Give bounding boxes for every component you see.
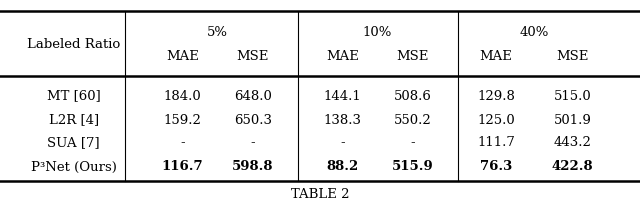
Text: -: - (410, 137, 415, 150)
Text: -: - (340, 137, 345, 150)
Text: 159.2: 159.2 (163, 114, 202, 127)
Text: 598.8: 598.8 (232, 160, 273, 173)
Text: 125.0: 125.0 (477, 114, 515, 127)
Text: 76.3: 76.3 (480, 160, 512, 173)
Text: 88.2: 88.2 (326, 160, 358, 173)
Text: -: - (250, 137, 255, 150)
Text: -: - (180, 137, 185, 150)
Text: 111.7: 111.7 (477, 137, 515, 150)
Text: 508.6: 508.6 (394, 90, 432, 102)
Text: 144.1: 144.1 (324, 90, 361, 102)
Text: 10%: 10% (363, 25, 392, 38)
Text: 515.9: 515.9 (392, 160, 434, 173)
Text: MSE: MSE (557, 49, 589, 62)
Text: 116.7: 116.7 (161, 160, 204, 173)
Text: 515.0: 515.0 (554, 90, 591, 102)
Text: 650.3: 650.3 (234, 114, 272, 127)
Text: 40%: 40% (520, 25, 549, 38)
Text: MAE: MAE (479, 49, 513, 62)
Text: MSE: MSE (237, 49, 269, 62)
Text: P³Net (Ours): P³Net (Ours) (31, 160, 116, 173)
Text: Labeled Ratio: Labeled Ratio (27, 38, 120, 51)
Text: 550.2: 550.2 (394, 114, 431, 127)
Text: 648.0: 648.0 (234, 90, 272, 102)
Text: L2R [4]: L2R [4] (49, 114, 99, 127)
Text: 129.8: 129.8 (477, 90, 515, 102)
Text: 422.8: 422.8 (552, 160, 594, 173)
Text: MAE: MAE (166, 49, 199, 62)
Text: 5%: 5% (207, 25, 228, 38)
Text: SUA [7]: SUA [7] (47, 137, 100, 150)
Text: 184.0: 184.0 (164, 90, 201, 102)
Text: MT [60]: MT [60] (47, 90, 100, 102)
Text: TABLE 2: TABLE 2 (291, 188, 349, 200)
Text: MAE: MAE (326, 49, 359, 62)
Text: 443.2: 443.2 (554, 137, 592, 150)
Text: 138.3: 138.3 (323, 114, 362, 127)
Text: 501.9: 501.9 (554, 114, 592, 127)
Text: MSE: MSE (397, 49, 429, 62)
